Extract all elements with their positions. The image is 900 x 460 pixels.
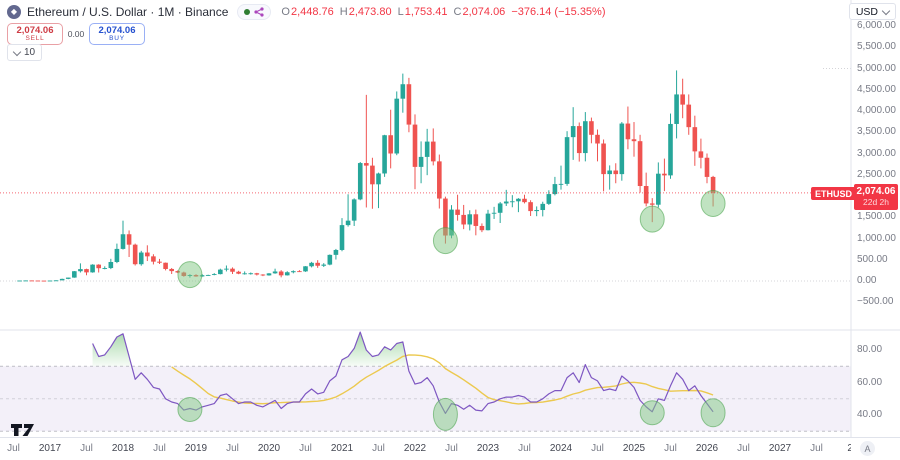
price-axis-label: 2,500.00: [857, 168, 896, 180]
time-axis-label: 2019: [184, 443, 208, 454]
current-price-value: 2,074.06: [856, 186, 896, 198]
rsi-axis-label: 60.00: [857, 376, 883, 388]
symbol-title[interactable]: Ethereum / U.S. Dollar · 1M · Binance: [27, 5, 229, 19]
low-value: 1,753.41: [404, 6, 448, 18]
rsi-axis-label: 40.00: [857, 409, 883, 420]
bar-countdown: 22d 2h: [863, 196, 889, 207]
change-value: −376.14 (−15.35%): [511, 6, 606, 18]
chevron-down-icon: [12, 47, 22, 56]
time-axis-label: 2020: [257, 443, 281, 454]
chevron-down-icon: [881, 6, 891, 15]
time-axis-label: Jul: [226, 443, 239, 454]
symbol-header: ◆ Ethereum / U.S. Dollar · 1M · Binance …: [7, 4, 606, 20]
time-axis-label: Jul: [372, 443, 385, 454]
price-axis-label: 4,500.00: [857, 83, 896, 95]
price-scale[interactable]: 6,000.00 5,500.00 5,000.00 4,500.00 4,000.00…: [851, 0, 900, 437]
time-axis-label: 2022: [403, 443, 427, 454]
time-axis-label: 2026: [695, 443, 719, 454]
ohlc-readout: O2,448.76 H2,473.80 L1,753.41 C2,074.06 …: [281, 6, 606, 18]
time-axis-label: 2024: [549, 443, 573, 454]
time-axis-label: Jul: [445, 443, 458, 454]
currency-dropdown[interactable]: USD: [848, 3, 896, 20]
time-axis-label: 2027: [768, 443, 792, 454]
rsi-scale[interactable]: 80.00 60.00 40.00: [851, 330, 900, 437]
price-axis-label: 6,000.00: [857, 20, 896, 31]
bars-count-button[interactable]: 10: [7, 44, 43, 61]
price-axis-label: 3,000.00: [857, 147, 896, 159]
time-axis-label: 20: [847, 443, 851, 454]
price-axis-label: −500.00: [857, 296, 894, 308]
time-axis-label: Jul: [7, 443, 20, 454]
time-scale[interactable]: Jul 2017 Jul 2018 Jul 2019 Jul 2020 Jul 2021 Jul 20…: [0, 440, 851, 458]
time-axis-label: Jul: [518, 443, 531, 454]
buy-button[interactable]: 2,074.06 BUY: [89, 23, 145, 45]
symbol-price-label: ETHUSD: [811, 187, 857, 200]
price-axis-label: 0.00: [857, 275, 877, 286]
time-axis-label: 2025: [622, 443, 646, 454]
time-axis-label: 2023: [476, 443, 500, 454]
price-axis-label: 5,500.00: [857, 41, 896, 53]
current-price-tag: 2,074.06 22d 2h: [854, 184, 898, 210]
time-axis-label: Jul: [664, 443, 677, 454]
tradingview-logo[interactable]: [11, 423, 39, 437]
time-axis-label: 2018: [111, 443, 135, 454]
time-axis-label: Jul: [80, 443, 93, 454]
time-axis-label: Jul: [299, 443, 312, 454]
rsi-axis-label: 80.00: [857, 344, 883, 355]
price-axis-label: 5,000.00: [857, 62, 896, 74]
market-open-dot-icon: [244, 9, 251, 15]
ethereum-icon: ◆: [7, 5, 21, 19]
price-axis-label: 4,000.00: [857, 105, 896, 116]
time-axis-label: Jul: [737, 443, 750, 454]
price-axis-label: 1,000.00: [857, 232, 896, 244]
share-compare-icon: [254, 7, 265, 17]
price-axis-label: 3,500.00: [857, 126, 896, 138]
candles: [17, 70, 716, 282]
price-axis-label: 500.00: [857, 253, 888, 265]
market-status-pill[interactable]: [237, 4, 272, 20]
price-axis-label: 1,500.00: [857, 211, 896, 223]
high-value: 2,473.80: [348, 6, 392, 18]
trade-panel: 2,074.06 SELL 0.00 2,074.06 BUY: [7, 23, 145, 45]
sell-button[interactable]: 2,074.06 SELL: [7, 23, 63, 45]
spread-value: 0.00: [67, 29, 85, 39]
attribution-badge[interactable]: A: [860, 441, 875, 456]
time-axis-label: Jul: [591, 443, 604, 454]
time-axis-label: Jul: [810, 443, 823, 454]
close-value: 2,074.06: [462, 6, 506, 18]
open-value: 2,448.76: [290, 6, 334, 18]
time-axis-label: 2017: [38, 443, 62, 454]
time-axis-label: 2021: [330, 443, 354, 454]
time-axis-label: Jul: [153, 443, 166, 454]
